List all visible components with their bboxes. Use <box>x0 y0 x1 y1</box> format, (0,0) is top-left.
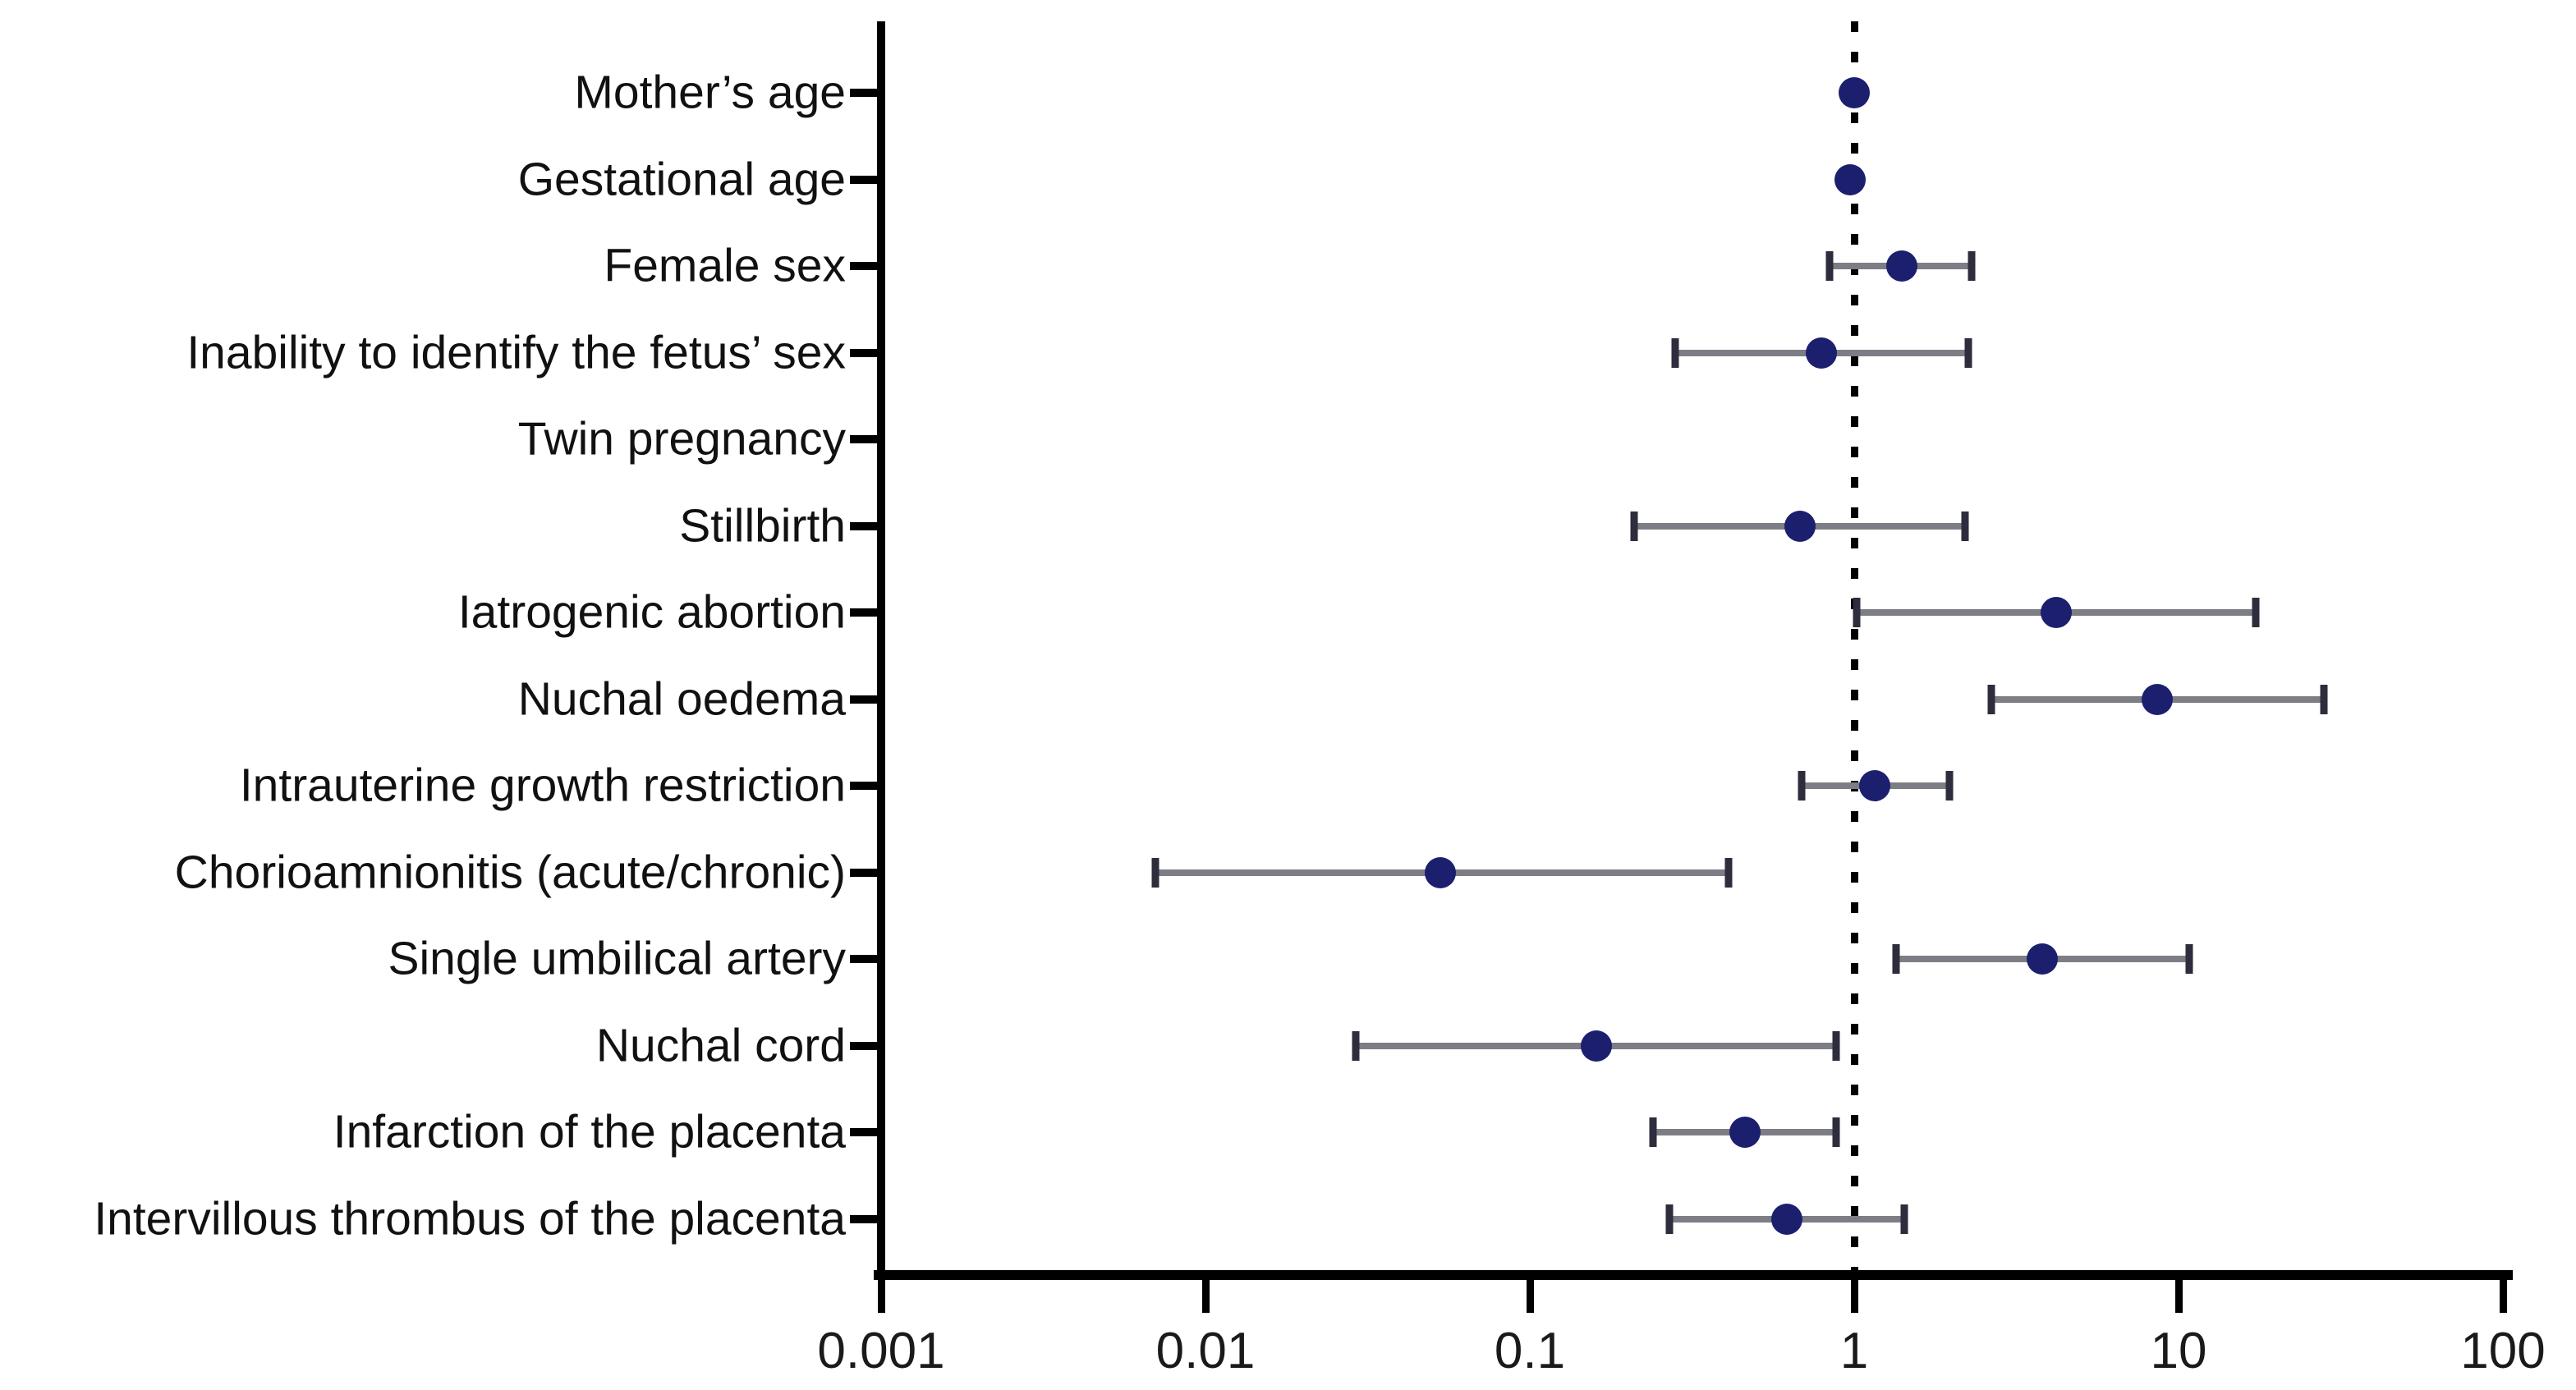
point-estimate <box>2142 683 2174 715</box>
ci-cap-low <box>1853 598 1861 627</box>
y-axis-tick <box>850 1041 877 1050</box>
y-axis-tick <box>850 521 877 530</box>
y-axis-tick <box>850 435 877 443</box>
y-axis-line <box>877 21 885 1280</box>
y-axis-tick <box>850 1214 877 1223</box>
point-estimate <box>1805 337 1837 369</box>
point-estimate <box>1425 856 1457 888</box>
point-estimate <box>2027 943 2058 975</box>
x-axis-tick <box>1850 1280 1858 1313</box>
reference-line-x1 <box>1850 21 1858 1270</box>
ci-cap-low <box>1798 771 1806 801</box>
x-axis-line <box>874 1270 2513 1280</box>
x-axis-tick-label: 100 <box>2460 1323 2546 1379</box>
ci-cap-low <box>1649 1117 1657 1147</box>
category-label: Nuchal oedema <box>517 672 846 725</box>
category-label: Intervillous thrombus of the placenta <box>94 1192 846 1245</box>
ci-cap-high <box>1832 1030 1840 1061</box>
category-label: Chorioamnionitis (acute/chronic) <box>174 846 846 898</box>
point-estimate <box>1839 77 1870 108</box>
category-label: Iatrogenic abortion <box>457 585 846 639</box>
category-label: Nuchal cord <box>595 1019 846 1071</box>
category-label: Mother’s age <box>574 66 846 119</box>
ci-cap-low <box>1987 684 1995 714</box>
category-label: Infarction of the placenta <box>333 1105 846 1158</box>
ci-cap-low <box>1151 857 1159 888</box>
ci-cap-low <box>1630 511 1638 541</box>
x-axis-tick-label: 1 <box>1839 1323 1869 1379</box>
x-axis-tick <box>1201 1280 1210 1313</box>
y-axis-tick <box>850 868 877 877</box>
x-axis-tick <box>2174 1280 2183 1313</box>
point-estimate <box>1834 163 1866 195</box>
x-axis-tick-label: 10 <box>2150 1323 2207 1379</box>
point-estimate <box>1784 510 1816 542</box>
ci-cap-high <box>2185 944 2193 974</box>
y-axis-tick <box>850 955 877 963</box>
point-estimate <box>1770 1203 1802 1235</box>
x-axis-tick <box>1526 1280 1534 1313</box>
ci-cap-high <box>1961 511 1969 541</box>
point-estimate <box>1729 1117 1761 1148</box>
y-axis-tick <box>850 695 877 704</box>
ci-cap-high <box>1832 1117 1840 1147</box>
category-label: Stillbirth <box>679 499 846 552</box>
ci-cap-high <box>1968 251 1976 281</box>
ci-cap-high <box>1900 1204 1908 1234</box>
x-axis-tick-label: 0.001 <box>817 1323 945 1379</box>
point-estimate <box>1859 770 1891 801</box>
y-axis-tick <box>850 348 877 357</box>
ci-cap-low <box>1352 1030 1360 1061</box>
category-label: Twin pregnancy <box>517 412 846 466</box>
ci-cap-high <box>2252 598 2260 627</box>
category-label: Inability to identify the fetus’ sex <box>186 326 846 378</box>
x-axis-tick-label: 0.01 <box>1155 1323 1256 1379</box>
x-axis-tick <box>2499 1280 2507 1313</box>
y-axis-tick <box>850 175 877 184</box>
ci-cap-low <box>1665 1204 1674 1234</box>
y-axis-tick <box>850 262 877 270</box>
category-label: Intrauterine growth restriction <box>239 759 846 812</box>
x-axis-tick-label: 0.1 <box>1494 1323 1566 1379</box>
point-estimate <box>1580 1030 1612 1062</box>
category-label: Gestational age <box>517 153 846 205</box>
ci-cap-low <box>1892 944 1900 974</box>
point-estimate <box>2041 597 2073 628</box>
point-estimate <box>1885 250 1917 282</box>
ci-cap-high <box>2320 684 2328 714</box>
category-label: Single umbilical artery <box>388 932 846 985</box>
ci-cap-high <box>1945 771 1954 801</box>
category-label: Female sex <box>604 239 846 292</box>
y-axis-tick <box>850 89 877 97</box>
ci-cap-low <box>1825 251 1834 281</box>
x-axis-tick <box>877 1280 885 1313</box>
y-axis-tick <box>850 1128 877 1136</box>
ci-cap-low <box>1671 337 1679 368</box>
ci-cap-high <box>1724 857 1733 888</box>
y-axis-tick <box>850 782 877 790</box>
y-axis-tick <box>850 608 877 617</box>
ci-cap-high <box>1964 337 1972 368</box>
